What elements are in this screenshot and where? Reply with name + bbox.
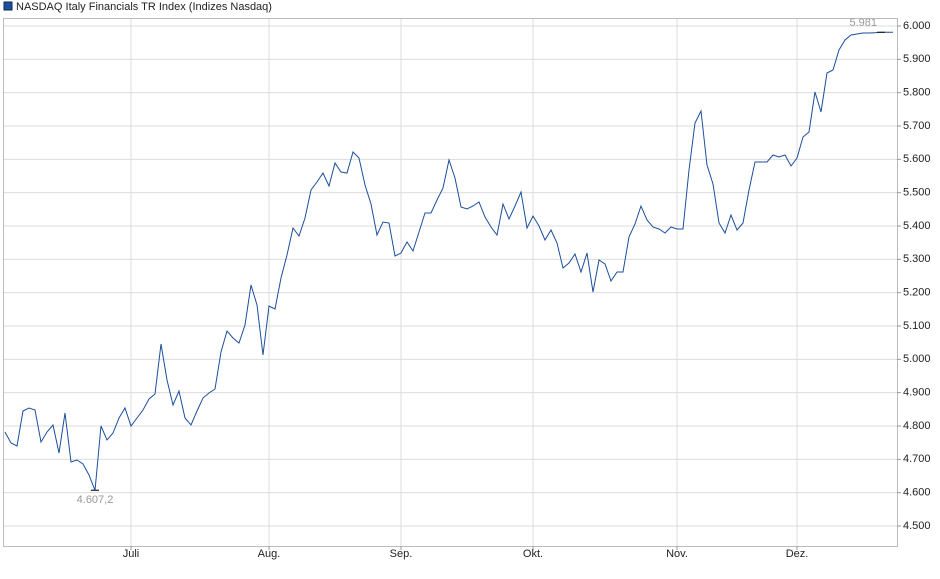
y-tick-label: 4.500 xyxy=(903,520,931,532)
y-tick-label: 5.200 xyxy=(903,287,931,299)
y-tick-label: 5.500 xyxy=(903,187,931,199)
y-tick-label: 5.800 xyxy=(903,87,931,99)
y-tick-label: 4.700 xyxy=(903,453,931,465)
y-tick-label: 5.900 xyxy=(903,53,931,65)
x-tick-label: Juli xyxy=(123,548,140,560)
y-tick-label: 4.900 xyxy=(903,387,931,399)
value-label: 5.981 xyxy=(849,17,877,29)
y-tick-label: 5.400 xyxy=(903,220,931,232)
line-series xyxy=(4,31,893,491)
x-tick-label: Okt. xyxy=(523,548,543,560)
x-tick-label: Sep. xyxy=(390,548,413,560)
y-tick-label: 4.800 xyxy=(903,420,931,432)
chart-title: NASDAQ Italy Financials TR Index (Indize… xyxy=(16,1,272,13)
y-tick-label: 5.000 xyxy=(903,353,931,365)
x-tick-label: Dez. xyxy=(786,548,809,560)
plot-frame xyxy=(3,18,898,547)
x-tick-label: Aug. xyxy=(258,548,281,560)
y-tick-label: 5.700 xyxy=(903,120,931,132)
value-label: 4.607,2 xyxy=(77,494,114,506)
y-tick-label: 4.600 xyxy=(903,487,931,499)
y-tick-label: 5.600 xyxy=(903,153,931,165)
x-tick-label: Nov. xyxy=(666,548,688,560)
y-tick-label: 6.000 xyxy=(903,20,931,32)
y-tick-label: 5.100 xyxy=(903,320,931,332)
y-tick-label: 5.300 xyxy=(903,253,931,265)
legend-swatch xyxy=(3,1,13,11)
